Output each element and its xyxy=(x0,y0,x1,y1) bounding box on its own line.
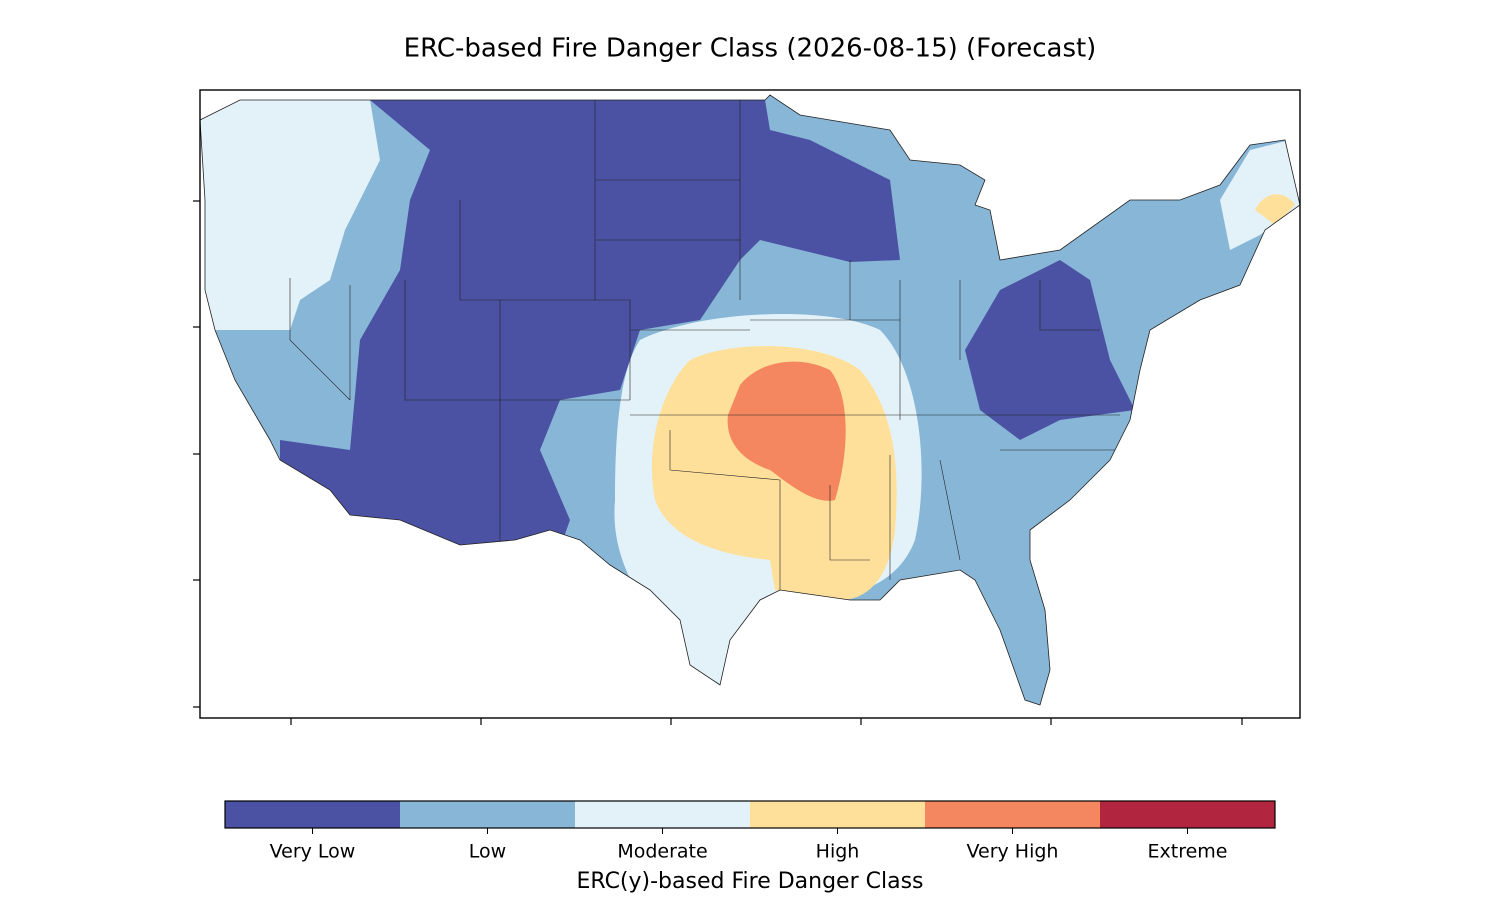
region-very-high xyxy=(727,361,846,501)
colorbar-tick-label: Extreme xyxy=(1148,841,1228,863)
region-moderate xyxy=(200,100,380,330)
colorbar-tick-label: Moderate xyxy=(617,841,707,863)
colorbar-frame xyxy=(224,800,1276,829)
colorbar-swatch xyxy=(400,801,575,828)
region-very-low xyxy=(280,100,900,548)
map-axis-ticks xyxy=(193,200,1243,725)
colorbar-swatch xyxy=(575,801,750,828)
map-title: ERC-based Fire Danger Class (2026-08-15)… xyxy=(404,34,1097,64)
colorbar-swatch xyxy=(925,801,1100,828)
colorbar-swatch xyxy=(750,801,925,828)
colorbar-tick-label: Low xyxy=(469,841,506,863)
colorbar: Very Low Low Moderate High Very High Extreme xyxy=(224,800,1276,863)
danger-map xyxy=(200,95,1300,705)
map-frame xyxy=(199,89,1301,719)
colorbar-swatch xyxy=(225,801,400,828)
state-borders xyxy=(289,100,1120,590)
colorbar-tick-label: Very Low xyxy=(270,841,356,863)
colorbar-tick-label: Very High xyxy=(967,841,1059,863)
colorbar-tick-label: High xyxy=(816,841,860,863)
region-moderate xyxy=(1220,140,1300,250)
region-very-low xyxy=(965,260,1135,440)
colorbar-swatch xyxy=(1100,801,1275,828)
colorbar-label: ERC(y)-based Fire Danger Class xyxy=(576,869,923,894)
region-high xyxy=(1255,194,1295,225)
